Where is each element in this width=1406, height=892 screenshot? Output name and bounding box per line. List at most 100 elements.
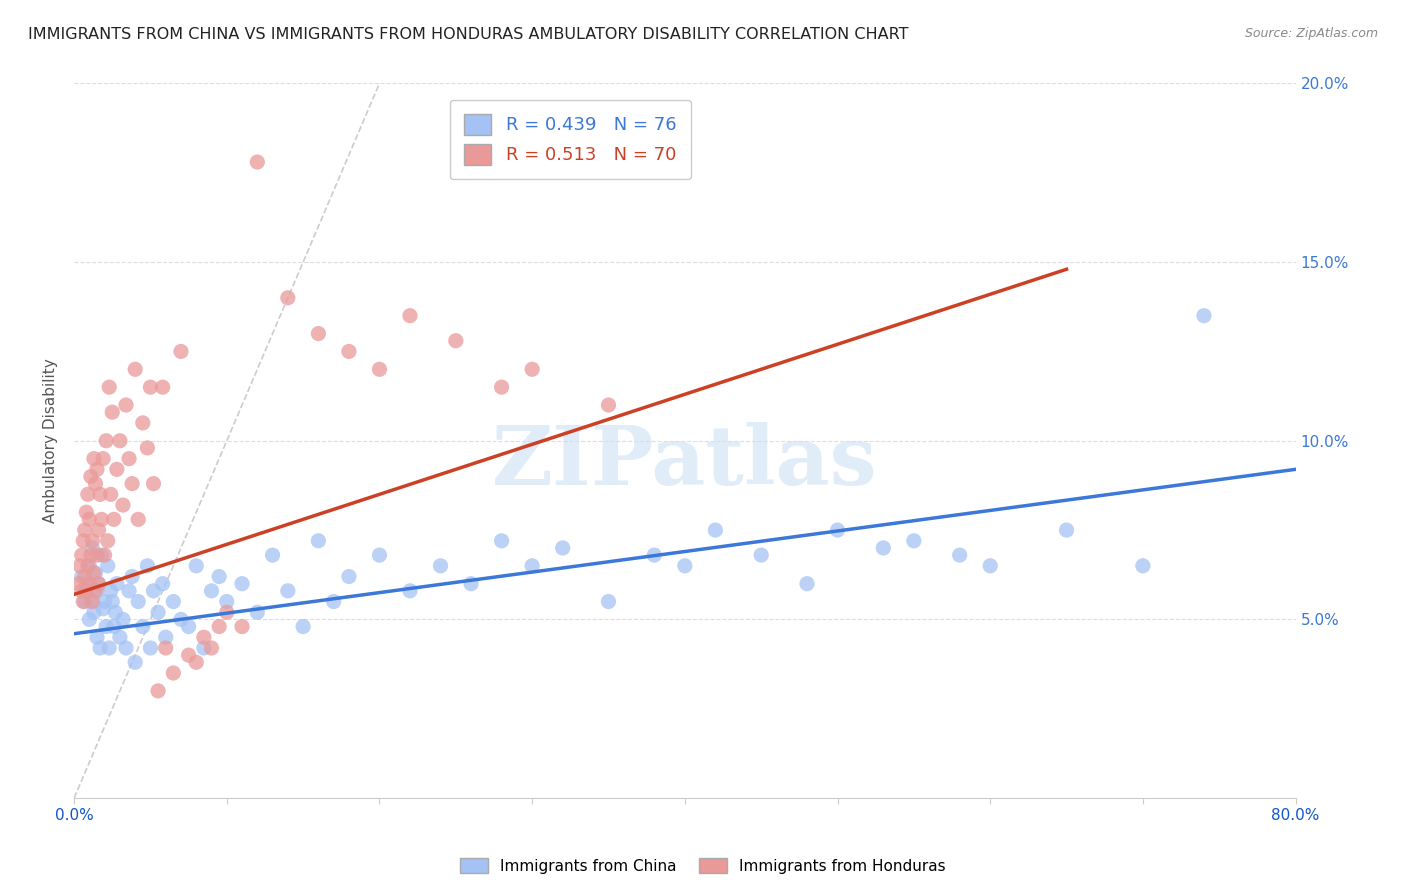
Point <box>139 640 162 655</box>
Point <box>84 583 107 598</box>
Point <box>399 309 422 323</box>
Point <box>177 648 200 662</box>
Point <box>84 566 107 580</box>
Point <box>136 441 159 455</box>
Point <box>93 548 115 562</box>
Point <box>307 533 329 548</box>
Point <box>208 569 231 583</box>
Point <box>90 512 112 526</box>
Point <box>79 558 101 573</box>
Point <box>111 612 134 626</box>
Point <box>70 569 93 583</box>
Point <box>98 640 121 655</box>
Point <box>132 619 155 633</box>
Point <box>1132 558 1154 573</box>
Text: ZIPatlas: ZIPatlas <box>492 422 877 502</box>
Point <box>75 583 97 598</box>
Point <box>89 487 111 501</box>
Point <box>704 523 727 537</box>
Point <box>749 548 772 562</box>
Point <box>73 569 96 583</box>
Point <box>520 558 543 573</box>
Point <box>127 512 149 526</box>
Point <box>979 558 1001 573</box>
Point <box>108 434 131 448</box>
Point <box>70 548 93 562</box>
Point <box>75 583 97 598</box>
Point <box>87 576 110 591</box>
Point <box>90 548 112 562</box>
Point <box>96 619 118 633</box>
Point <box>277 291 299 305</box>
Point <box>177 619 200 633</box>
Point <box>186 558 208 573</box>
Point <box>124 362 146 376</box>
Point <box>79 512 101 526</box>
Point <box>142 583 165 598</box>
Point <box>246 155 269 169</box>
Point <box>796 576 818 591</box>
Point <box>337 569 360 583</box>
Point <box>903 533 925 548</box>
Point <box>76 558 98 573</box>
Point <box>444 334 467 348</box>
Point <box>91 601 114 615</box>
Point <box>146 684 169 698</box>
Point <box>429 558 451 573</box>
Point <box>643 548 665 562</box>
Legend: R = 0.439   N = 76, R = 0.513   N = 70: R = 0.439 N = 76, R = 0.513 N = 70 <box>450 100 690 179</box>
Point <box>551 541 574 555</box>
Point <box>262 548 284 562</box>
Point <box>108 630 131 644</box>
Point <box>520 362 543 376</box>
Point <box>115 398 138 412</box>
Point <box>118 583 141 598</box>
Point <box>82 541 104 555</box>
Point <box>146 605 169 619</box>
Point <box>86 462 108 476</box>
Point <box>100 583 122 598</box>
Point <box>101 594 124 608</box>
Point <box>598 398 620 412</box>
Point <box>132 416 155 430</box>
Point <box>200 640 222 655</box>
Point <box>491 380 513 394</box>
Point <box>186 655 208 669</box>
Point <box>307 326 329 341</box>
Point <box>87 523 110 537</box>
Point <box>872 541 894 555</box>
Point <box>103 619 125 633</box>
Point <box>949 548 972 562</box>
Point <box>368 362 391 376</box>
Text: Source: ZipAtlas.com: Source: ZipAtlas.com <box>1244 27 1378 40</box>
Point <box>105 462 128 476</box>
Point <box>96 434 118 448</box>
Point <box>82 594 104 608</box>
Point <box>80 548 103 562</box>
Point <box>215 594 238 608</box>
Point <box>124 655 146 669</box>
Point <box>70 583 93 598</box>
Point <box>72 533 94 548</box>
Point <box>136 558 159 573</box>
Point <box>100 487 122 501</box>
Point <box>82 533 104 548</box>
Point <box>162 665 184 680</box>
Point <box>155 640 177 655</box>
Point <box>97 558 120 573</box>
Point <box>368 548 391 562</box>
Point <box>118 451 141 466</box>
Point <box>105 576 128 591</box>
Point <box>292 619 315 633</box>
Point <box>208 619 231 633</box>
Point <box>337 344 360 359</box>
Point <box>121 476 143 491</box>
Point <box>76 487 98 501</box>
Point <box>101 405 124 419</box>
Point <box>87 576 110 591</box>
Point <box>1192 309 1215 323</box>
Point <box>86 583 108 598</box>
Point <box>73 523 96 537</box>
Point <box>67 576 90 591</box>
Point <box>139 380 162 394</box>
